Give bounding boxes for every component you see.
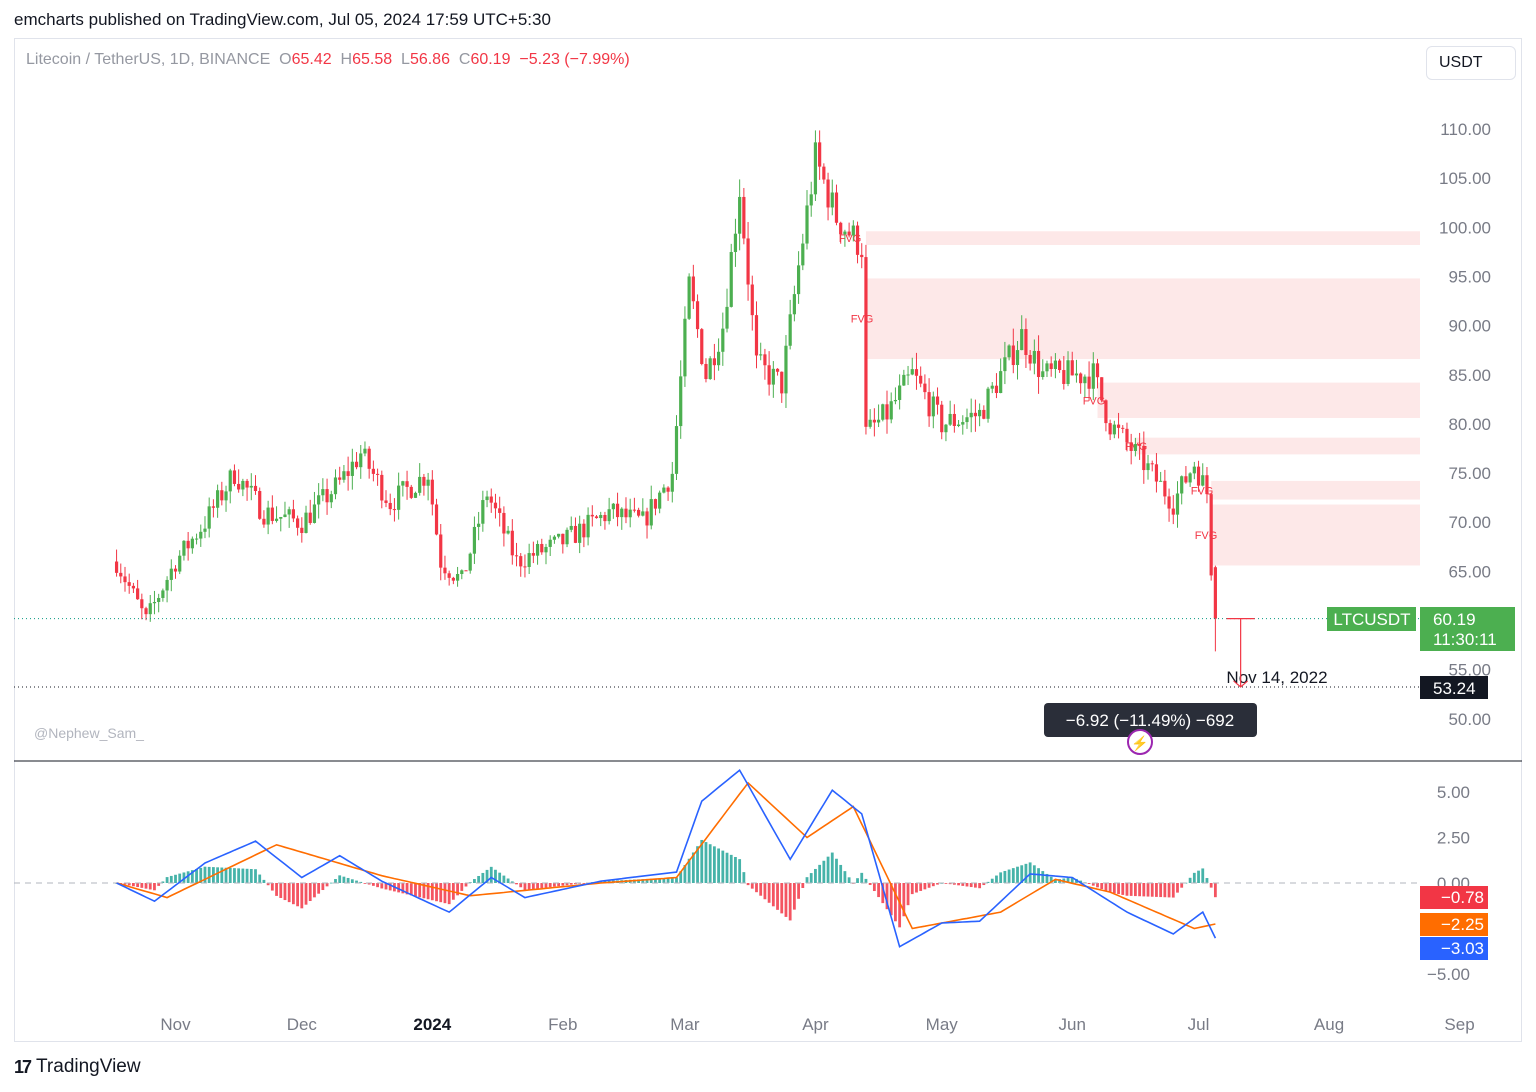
symbol-legend: Litecoin / TetherUS, 1D, BINANCE O65.42 … xyxy=(26,51,630,69)
low-label: L xyxy=(401,51,410,68)
open-value: 65.42 xyxy=(291,51,332,68)
change-value: −5.23 (−7.99%) xyxy=(519,51,630,68)
tradingview-brand: 17 TradingView xyxy=(14,1056,141,1078)
brand-name: TradingView xyxy=(36,1056,141,1077)
tradingview-logo-icon: 17 xyxy=(14,1056,32,1077)
close-label: C xyxy=(458,51,471,68)
author-watermark: @Nephew_Sam_ xyxy=(34,725,144,741)
symbol-title: Litecoin / TetherUS, 1D, BINANCE xyxy=(26,51,271,68)
chart-frame xyxy=(14,38,1522,1042)
close-value: 60.19 xyxy=(470,51,511,68)
open-label: O xyxy=(279,51,292,68)
high-label: H xyxy=(340,51,353,68)
low-value: 56.86 xyxy=(409,51,450,68)
publisher-header: emcharts published on TradingView.com, J… xyxy=(14,10,551,29)
currency-button[interactable]: USDT xyxy=(1426,46,1516,80)
high-value: 65.58 xyxy=(352,51,393,68)
